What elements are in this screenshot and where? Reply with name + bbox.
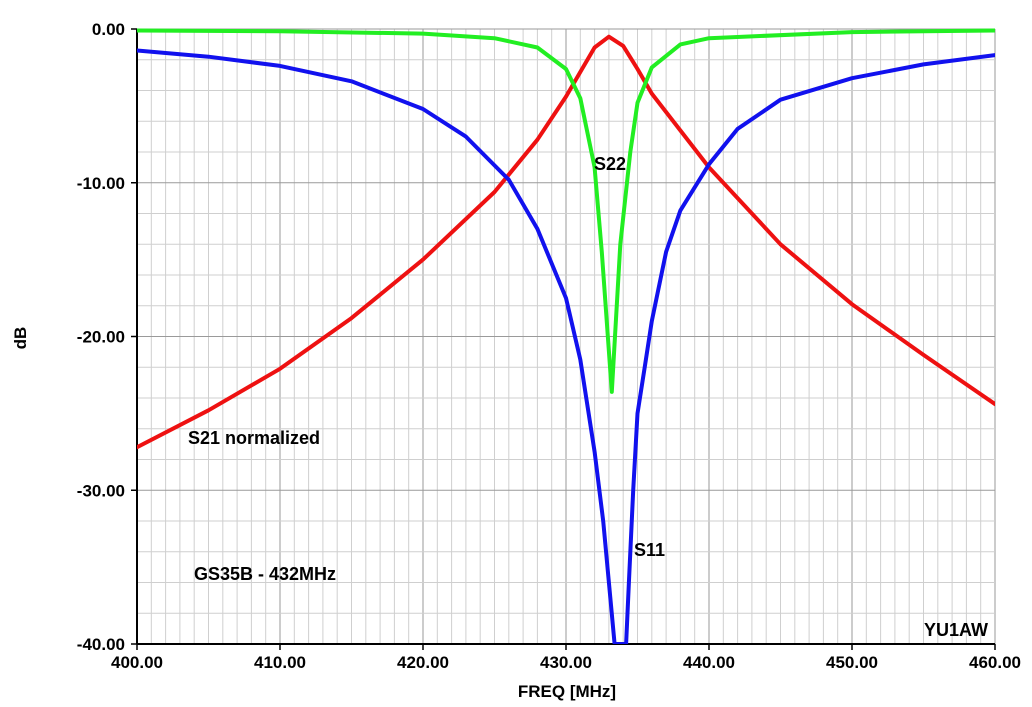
y-tick-label: -10.00 [77,174,125,193]
annotation-s21: S21 normalized [188,428,320,448]
y-axis-title: dB [11,327,30,350]
x-tick-label: 440.00 [683,653,735,672]
x-tick-label: 450.00 [826,653,878,672]
series-line-s11 [137,48,995,644]
y-tick-label: -20.00 [77,328,125,347]
axes [131,28,996,650]
annotation-author: YU1AW [924,620,988,640]
annotation-s11: S11 [634,540,665,560]
series-group [137,28,995,644]
y-tick-label: 0.00 [92,20,125,39]
x-axis-title: FREQ [MHz] [518,682,616,701]
x-tick-label: 410.00 [254,653,306,672]
annotation-device: GS35B - 432MHz [194,564,336,584]
x-tick-label: 460.00 [969,653,1021,672]
series-line-s22 [137,28,995,394]
series-line-s21-normalized [137,34,995,450]
tick-labels: 400.00 410.00 420.00 430.00 440.00 450.00 460.… [77,20,1021,672]
x-tick-label: 430.00 [540,653,592,672]
annotation-s22: S22 [594,154,626,174]
y-tick-label: -40.00 [77,635,125,654]
grid [136,28,996,645]
y-tick-label: -30.00 [77,481,125,500]
x-tick-label: 400.00 [111,653,163,672]
x-tick-label: 420.00 [397,653,449,672]
